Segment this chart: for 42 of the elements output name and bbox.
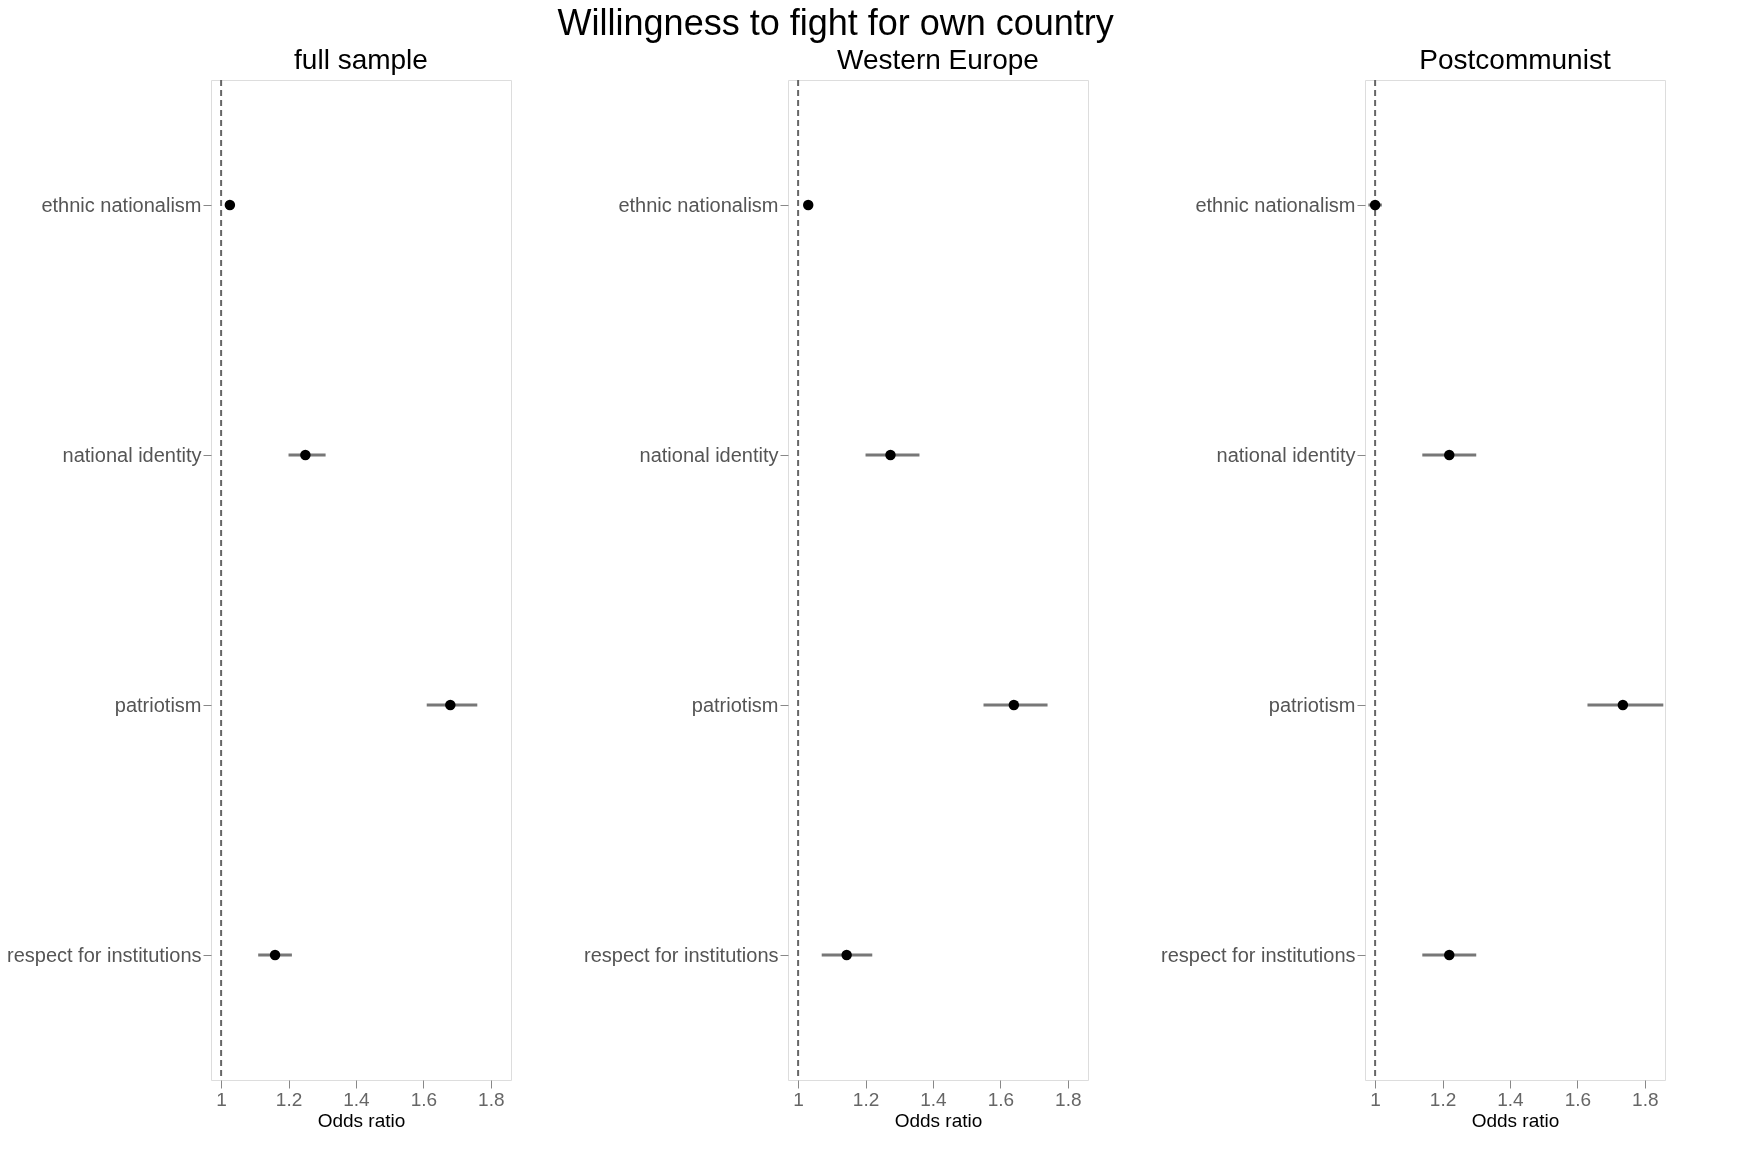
y-tick-label: patriotism — [114, 693, 202, 716]
x-axis-title: Odds ratio — [317, 1109, 406, 1131]
x-tick-label: 1.8 — [478, 1088, 505, 1110]
x-axis-title: Odds ratio — [1471, 1109, 1560, 1131]
y-tick-label: respect for institutions — [6, 943, 202, 966]
x-tick-label: 1.6 — [987, 1088, 1015, 1110]
text: Willingness to fight for own country — [557, 1, 1114, 43]
y-tick-label: patriotism — [691, 693, 779, 716]
point — [841, 949, 852, 961]
x-tick-label: 1.4 — [920, 1088, 948, 1110]
y-tick-label: national identity — [1216, 443, 1356, 466]
point — [269, 949, 281, 961]
x-tick-label: 1.4 — [1497, 1088, 1525, 1110]
x-tick-label: 1 — [1370, 1088, 1381, 1110]
point — [224, 199, 236, 211]
y-tick-label: national identity — [62, 443, 202, 466]
x-tick-label: 1.2 — [852, 1088, 880, 1110]
point — [445, 699, 456, 711]
x-tick-label: 1.4 — [343, 1088, 371, 1110]
x-tick-label: 1 — [793, 1088, 804, 1110]
point — [885, 449, 896, 461]
point — [802, 199, 814, 211]
x-tick-label: 1 — [216, 1088, 227, 1110]
chart-title: full sample — [294, 44, 428, 75]
point — [300, 449, 311, 461]
x-tick-label: 1.6 — [1564, 1088, 1592, 1110]
chart-title: Postcommunist — [1419, 44, 1611, 75]
x-axis-title: Odds ratio — [894, 1109, 983, 1131]
x-tick-label: 1.2 — [1429, 1088, 1457, 1110]
x-tick-label: 1.6 — [410, 1088, 438, 1110]
y-tick-label: respect for institutions — [1160, 943, 1356, 966]
y-tick-label: national identity — [639, 443, 779, 466]
x-tick-label: 1.8 — [1055, 1088, 1082, 1110]
y-tick-label: patriotism — [1268, 693, 1356, 716]
y-tick-label: ethnic nationalism — [618, 193, 779, 216]
x-tick-label: 1.2 — [275, 1088, 303, 1110]
x-tick-label: 1.8 — [1632, 1088, 1659, 1110]
y-tick-label: ethnic nationalism — [1195, 193, 1356, 216]
chart-title: Western Europe — [837, 44, 1039, 75]
y-tick-label: respect for institutions — [583, 943, 779, 966]
y-tick-label: ethnic nationalism — [41, 193, 202, 216]
point — [1008, 699, 1020, 711]
